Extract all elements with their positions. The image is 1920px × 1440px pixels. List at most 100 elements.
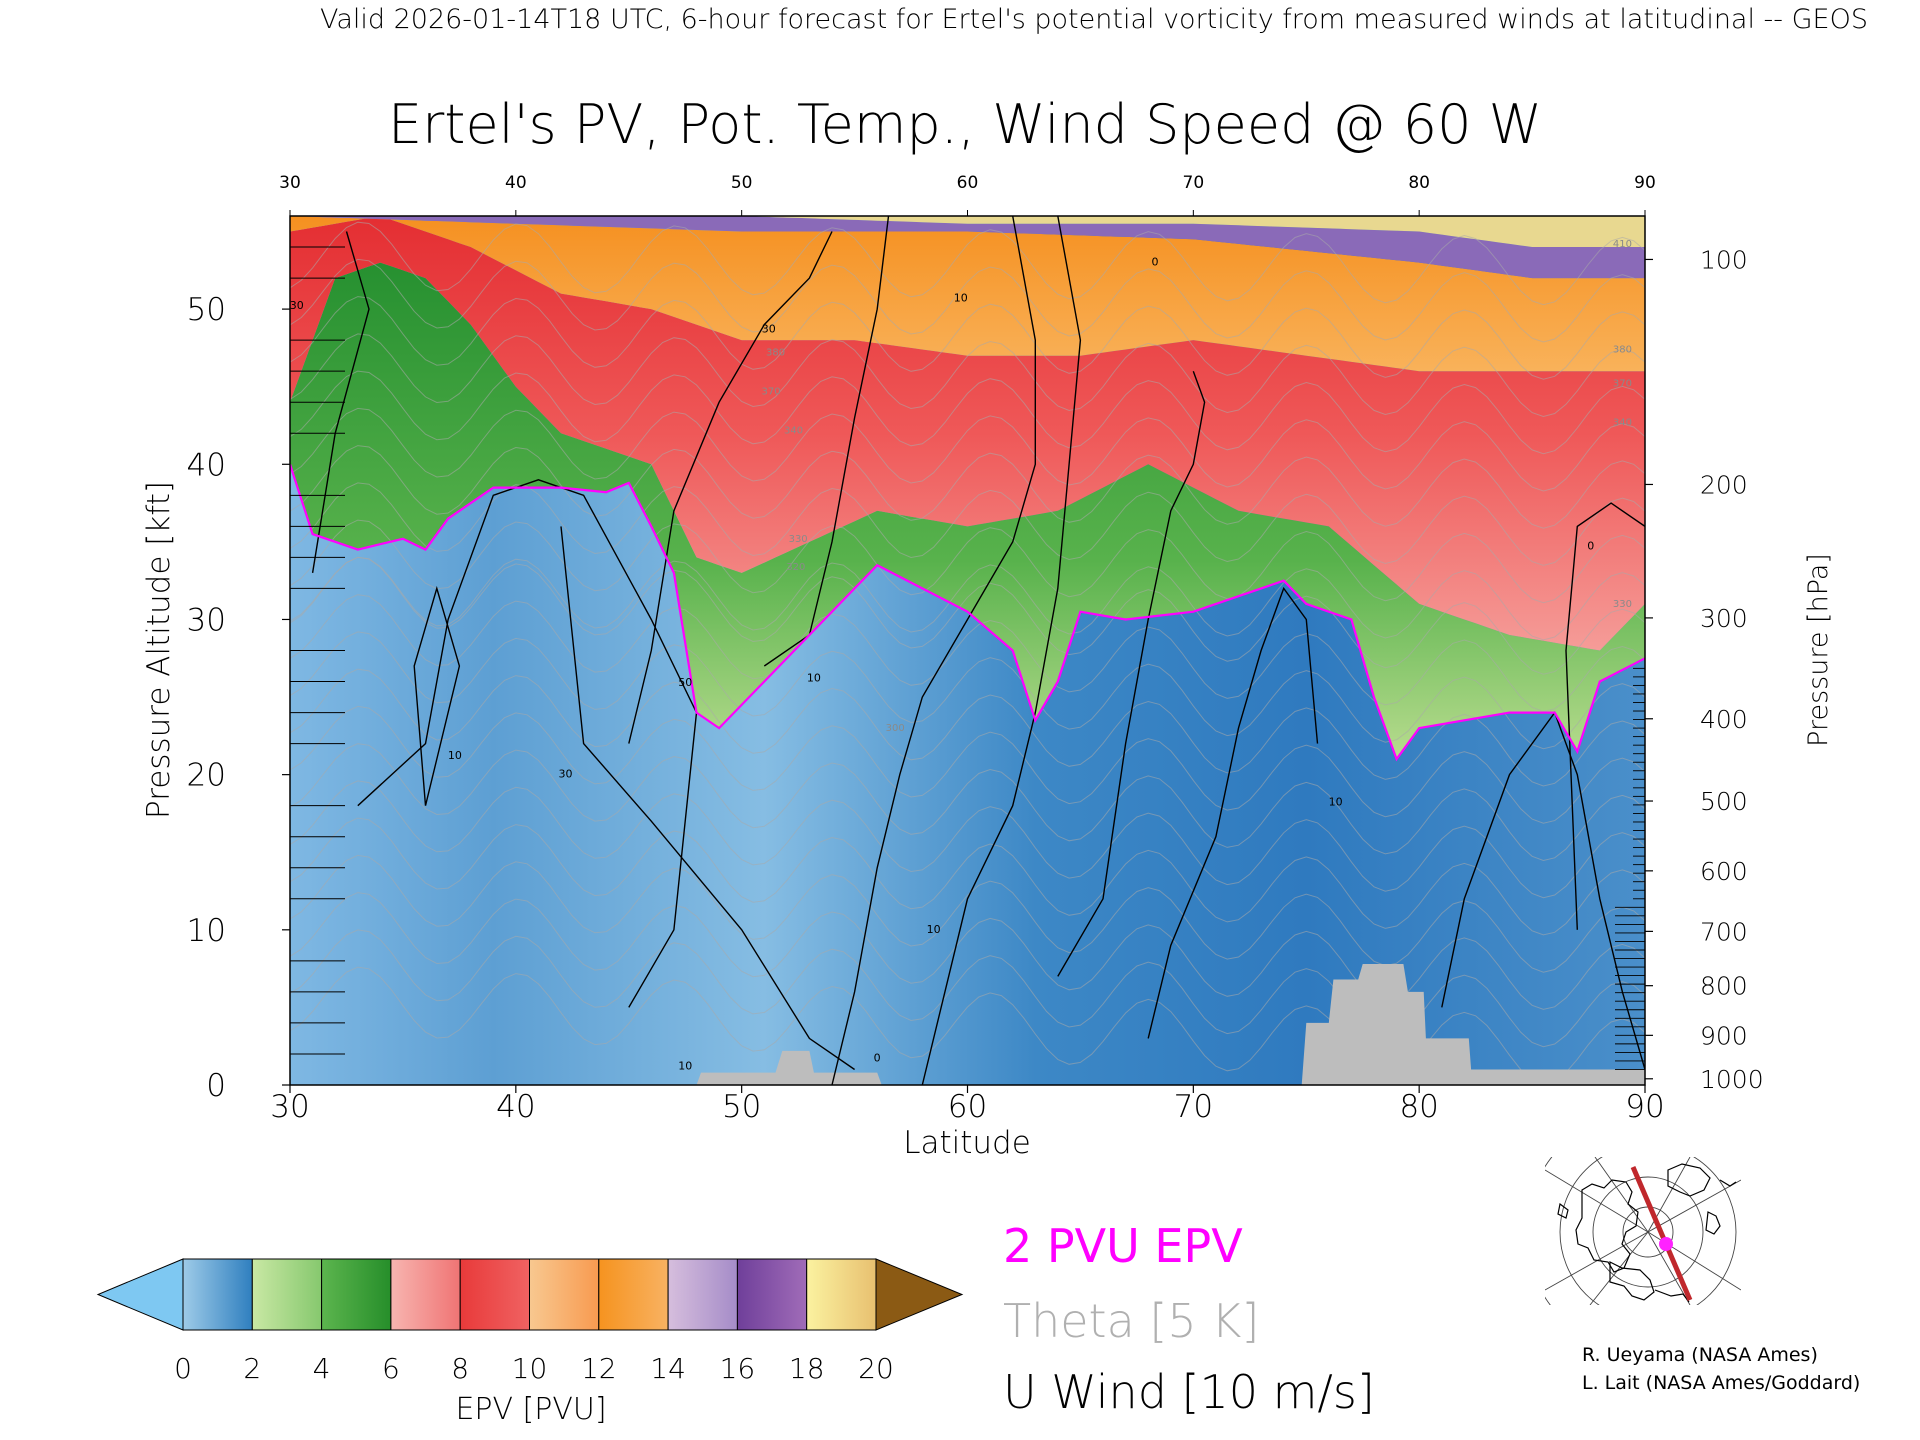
pressure-tick-label: 600 bbox=[1700, 857, 1748, 886]
colorbar-tick-label: 18 bbox=[789, 1352, 825, 1385]
theta-isentrope bbox=[290, 482, 1645, 566]
y2-axis-label: Pressure [hPa] bbox=[1803, 553, 1834, 747]
colorbar-tick-label: 6 bbox=[382, 1352, 400, 1385]
x-tick-label: 40 bbox=[496, 1089, 535, 1125]
plot-area: 30 10 30 50 10 30 10 10 10 10 0 0 0 380 370 340 330 320 30… bbox=[290, 216, 1645, 1085]
x-top-tick-label: 30 bbox=[279, 173, 301, 193]
colorbar-segment bbox=[667, 1258, 738, 1331]
u-wind-contour bbox=[763, 216, 890, 667]
theta-isentrope bbox=[290, 296, 1645, 380]
colorbar-under-arrow bbox=[96, 1258, 184, 1331]
colorbar-segment bbox=[806, 1258, 877, 1331]
x-axis-top: 30 40 50 60 70 80 90 bbox=[279, 173, 1656, 216]
pressure-tick-label: 100 bbox=[1700, 245, 1748, 274]
x-top-tick-label: 80 bbox=[1408, 173, 1430, 193]
theta-label: 330 bbox=[1613, 599, 1632, 610]
wind-contour-label: 30 bbox=[762, 322, 776, 335]
pv-band-green bbox=[290, 262, 1645, 760]
theta-label: 300 bbox=[886, 723, 905, 734]
wind-contour-label: 10 bbox=[448, 749, 462, 762]
u-wind-contour bbox=[628, 231, 833, 744]
x-tick-label: 80 bbox=[1399, 1089, 1438, 1125]
wind-contour-label: 30 bbox=[290, 299, 304, 312]
colorbar-segment bbox=[598, 1258, 669, 1331]
y-tick-label: 0 bbox=[206, 1068, 226, 1104]
colorbar-segment bbox=[251, 1258, 323, 1331]
colorbar-tick-label: 2 bbox=[243, 1352, 261, 1385]
y-axis-left: 0 10 20 30 40 50 bbox=[187, 215, 345, 1104]
legend-pvu: 2 PVU EPV bbox=[1003, 1219, 1243, 1273]
theta-label: 410 bbox=[1613, 239, 1632, 250]
section-marker bbox=[1659, 1237, 1673, 1251]
header-caption: Valid 2026-01-14T18 UTC, 6-hour forecast… bbox=[320, 4, 1868, 35]
theta-label: 380 bbox=[766, 348, 785, 359]
u-wind-contour bbox=[413, 585, 461, 806]
colorbar-tick-label: 16 bbox=[720, 1352, 756, 1385]
theta-isentrope bbox=[290, 519, 1645, 604]
theta-isentrope bbox=[290, 556, 1645, 641]
theta-isentrope bbox=[290, 556, 1645, 675]
x-top-tick-label: 50 bbox=[731, 173, 753, 193]
x-axis-bottom: 30 40 50 60 70 80 90 bbox=[270, 1085, 1665, 1125]
y-tick-label: 10 bbox=[187, 913, 226, 949]
colorbar-tick-label: 14 bbox=[650, 1352, 686, 1385]
pvu-2-contour bbox=[290, 463, 1645, 762]
wind-contour-label: 0 bbox=[1587, 540, 1594, 553]
pressure-tick-label: 800 bbox=[1700, 972, 1748, 1001]
colorbar-tick-label: 0 bbox=[174, 1352, 192, 1385]
theta-label: 380 bbox=[1613, 345, 1632, 356]
pv-band-red bbox=[290, 216, 1645, 651]
wind-contour-label: 10 bbox=[927, 923, 941, 936]
wind-contour-label: 10 bbox=[954, 291, 968, 304]
colorbar-segment bbox=[736, 1258, 808, 1331]
colorbar-tick-label: 8 bbox=[451, 1352, 469, 1385]
x-tick-label: 30 bbox=[270, 1089, 309, 1125]
theta-label: 320 bbox=[786, 562, 805, 573]
theta-isentrope bbox=[290, 407, 1645, 492]
u-wind-contour bbox=[1057, 370, 1206, 977]
wind-contour-label: 10 bbox=[807, 672, 821, 685]
pv-band-yellow bbox=[290, 216, 1645, 247]
theta-isentrope bbox=[290, 854, 1645, 973]
pressure-tick-label: 200 bbox=[1700, 470, 1748, 499]
theta-isentrope bbox=[290, 333, 1645, 418]
wind-contour-label: 0 bbox=[874, 1052, 881, 1065]
theta-label: 370 bbox=[761, 386, 780, 397]
theta-isentrope bbox=[290, 668, 1645, 787]
credit-line-1: R. Ueyama (NASA Ames) bbox=[1582, 1344, 1818, 1366]
theta-isentrope bbox=[290, 780, 1645, 899]
legend-wind: U Wind [10 m/s] bbox=[1003, 1365, 1375, 1419]
u-wind-contour bbox=[1147, 586, 1319, 1039]
pressure-tick-label: 900 bbox=[1700, 1021, 1748, 1050]
u-wind-contour bbox=[1441, 711, 1645, 1070]
colorbar-tick-label: 4 bbox=[313, 1352, 331, 1385]
colorbar: 0 2 4 6 8 10 12 14 16 18 20 bbox=[96, 1258, 964, 1385]
theta-label: 340 bbox=[784, 425, 803, 436]
theta-label: 330 bbox=[789, 534, 808, 545]
wind-contour-label: 50 bbox=[678, 676, 692, 689]
theta-isentrope bbox=[290, 258, 1645, 343]
chart-title: Ertel's PV, Pot. Temp., Wind Speed @ 60 … bbox=[388, 93, 1542, 156]
pressure-tick-label: 700 bbox=[1700, 917, 1748, 946]
x-top-tick-label: 60 bbox=[957, 173, 979, 193]
colorbar-over-arrow bbox=[875, 1258, 964, 1331]
theta-isentrope bbox=[290, 892, 1645, 1010]
colorbar-segment bbox=[459, 1258, 531, 1331]
theta-isentrope bbox=[290, 370, 1645, 455]
y-axis-label: Pressure Altitude [kft] bbox=[141, 481, 177, 819]
colorbar-segment bbox=[529, 1258, 600, 1331]
theta-isentrope bbox=[290, 445, 1645, 529]
section-track bbox=[1630, 1166, 1693, 1301]
pv-band-purple bbox=[290, 216, 1645, 279]
pressure-tick-label: 500 bbox=[1700, 787, 1748, 816]
x-tick-label: 60 bbox=[948, 1089, 987, 1125]
y-tick-label: 50 bbox=[187, 292, 226, 328]
u-wind-contour bbox=[1565, 502, 1645, 930]
credit-line-2: L. Lait (NASA Ames/Goddard) bbox=[1582, 1372, 1860, 1394]
colorbar-segment bbox=[390, 1258, 461, 1331]
wind-contour-label: 30 bbox=[559, 768, 573, 781]
x-tick-label: 70 bbox=[1174, 1089, 1213, 1125]
x-top-tick-label: 40 bbox=[505, 173, 527, 193]
u-wind-contour bbox=[311, 231, 370, 574]
